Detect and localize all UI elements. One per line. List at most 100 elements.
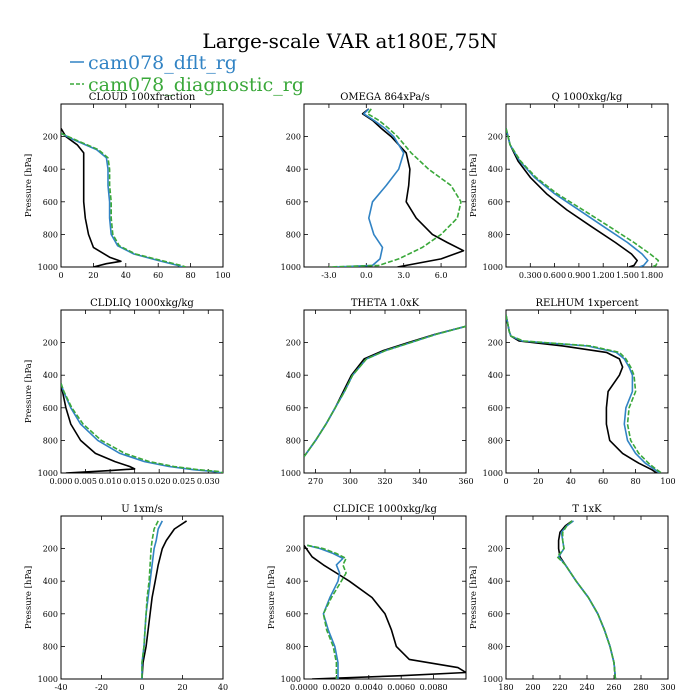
y-axis-label: Pressure [hPa] (469, 566, 479, 629)
series-line-cam078_diagnostic_rg (304, 325, 466, 458)
y-tick-label: 200 (43, 339, 58, 348)
x-tick-label: 0 (58, 271, 63, 280)
x-tick-label: 0.0020 (322, 683, 350, 692)
y-tick-label: 600 (286, 404, 301, 413)
x-tick-label: 180 (498, 683, 513, 692)
x-tick-label: 0.025 (172, 477, 195, 486)
x-tick-label: 240 (579, 683, 594, 692)
series-line-cam078_diagnostic_rg (556, 520, 617, 679)
panel-7: CLDICE 1000xkg/kg Pressure [hPa] 200 400 600… (267, 504, 467, 692)
y-tick-label: 1000 (483, 675, 503, 684)
y-tick-label: 800 (488, 436, 503, 445)
x-tick-label: 0.600 (543, 271, 566, 280)
x-tick-label: 0 (503, 477, 508, 486)
plot-frame (505, 515, 669, 680)
y-axis-label: Pressure [hPa] (267, 566, 277, 629)
x-tick-label: 3.0 (397, 271, 410, 280)
y-tick-label: 800 (286, 642, 301, 651)
plot-frame (60, 515, 224, 680)
y-tick-label: 400 (286, 371, 301, 380)
x-tick-label: 40 (121, 271, 131, 280)
plot-frame (505, 103, 669, 268)
plot-frame (303, 515, 467, 680)
y-axis-label: Pressure [hPa] (469, 154, 479, 217)
legend-label-diagnostic: cam078_diagnostic_rg (88, 74, 304, 96)
y-tick-label: 600 (488, 610, 503, 619)
x-tick-label: 80 (186, 271, 196, 280)
x-tick-label: 0.0080 (420, 683, 448, 692)
y-tick-label: 200 (286, 339, 301, 348)
x-tick-label: 80 (631, 477, 641, 486)
y-tick-label: 400 (488, 577, 503, 586)
x-tick-label: 300 (343, 477, 358, 486)
x-tick-label: 60 (153, 271, 163, 280)
y-tick-label: 200 (286, 545, 301, 554)
series-line-cam078_diagnostic_rg (506, 128, 660, 267)
series-line-cam078_dflt_rg (335, 108, 405, 267)
panel-title: CLOUD 100xfraction (89, 92, 196, 103)
series-line-cam078_dflt_rg (506, 314, 661, 473)
y-tick-label: 400 (43, 165, 58, 174)
series-line-reference (361, 108, 465, 267)
series-line-cam078_dflt_rg (506, 128, 649, 267)
y-tick-label: 400 (488, 165, 503, 174)
y-tick-label: 800 (488, 642, 503, 651)
y-tick-label: 200 (286, 133, 301, 142)
plot-frame (505, 309, 669, 474)
plot-frame (303, 103, 467, 268)
x-tick-label: 100 (215, 271, 230, 280)
y-tick-label: 600 (43, 610, 58, 619)
series-line-cam078_dflt_rg (557, 520, 617, 679)
y-tick-label: 600 (286, 610, 301, 619)
series-line-cam078_diagnostic_rg (141, 520, 159, 679)
y-tick-label: 600 (488, 404, 503, 413)
x-tick-label: -20 (95, 683, 108, 692)
y-tick-label: 200 (43, 545, 58, 554)
x-tick-label: 0.030 (197, 477, 220, 486)
x-tick-label: 20 (533, 477, 543, 486)
y-axis-label: Pressure [hPa] (24, 360, 34, 423)
x-tick-label: 0.0 (360, 271, 373, 280)
series-line-reference (61, 127, 122, 267)
x-tick-label: 0.0040 (355, 683, 383, 692)
x-tick-label: 0.900 (567, 271, 590, 280)
x-tick-label: 0.015 (123, 477, 146, 486)
x-tick-label: 260 (606, 683, 621, 692)
series-line-cam078_dflt_rg (304, 325, 466, 458)
x-tick-label: 1.800 (640, 271, 663, 280)
y-axis-label: Pressure [hPa] (24, 566, 34, 629)
series-line-reference (304, 325, 466, 458)
panel-title: RELHUM 1xpercent (535, 298, 638, 309)
y-tick-label: 800 (43, 436, 58, 445)
x-tick-label: 0.010 (99, 477, 122, 486)
series-line-cam078_diagnostic_rg (61, 132, 186, 267)
x-tick-label: 300 (660, 683, 675, 692)
panel-2: Q 1000xkg/kg Pressure [hPa] 200 400 600 800 10… (469, 92, 669, 280)
panel-1: OMEGA 864xPa/s 200 400 600 800 1000 -3.0 0.0 3.0… (281, 92, 467, 280)
y-tick-label: 400 (286, 577, 301, 586)
y-tick-label: 1000 (38, 469, 58, 478)
x-tick-label: 340 (412, 477, 427, 486)
x-tick-label: 40 (566, 477, 576, 486)
series-line-cam078_diagnostic_rg (506, 314, 662, 473)
y-tick-label: 1000 (38, 675, 58, 684)
series-line-reference (61, 383, 136, 473)
x-tick-label: 6.0 (435, 271, 448, 280)
x-tick-label: 0.005 (74, 477, 97, 486)
series-line-reference (557, 520, 617, 679)
x-tick-label: 0.0000 (290, 683, 318, 692)
y-tick-label: 400 (286, 165, 301, 174)
x-tick-label: 0.300 (519, 271, 542, 280)
panel-title: THETA 1.0xK (351, 298, 420, 309)
series-line-reference (141, 520, 188, 679)
x-tick-label: 270 (308, 477, 323, 486)
y-tick-label: 200 (488, 133, 503, 142)
x-tick-label: 60 (598, 477, 608, 486)
y-tick-label: 600 (488, 198, 503, 207)
y-tick-label: 200 (488, 545, 503, 554)
